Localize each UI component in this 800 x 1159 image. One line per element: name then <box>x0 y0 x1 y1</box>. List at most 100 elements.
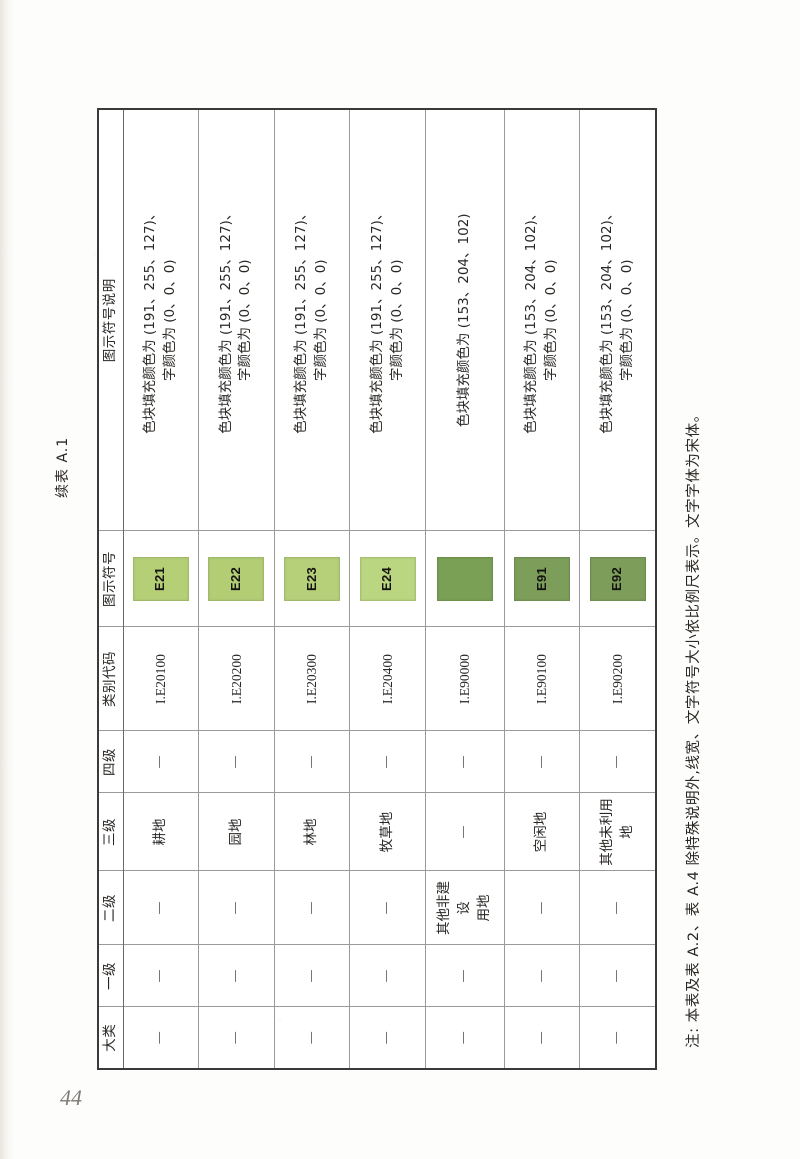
cell-dalei: — <box>198 1007 275 1069</box>
col-header-erji: 二级 <box>98 871 124 945</box>
cell-erji: — <box>504 871 580 945</box>
cell-erji: — <box>579 871 656 945</box>
cell-category-code: I.E20300 <box>274 627 350 731</box>
table-row: — — 其他非建设 用地 — — I.E90000 色块填充颜色为 (153、204、102) <box>425 109 505 1069</box>
cell-erji: — <box>123 871 199 945</box>
table-body: — — — 耕地 — I.E20100 E21 色块填充颜色为 (191、255、127)、字… <box>123 109 656 1069</box>
cell-sanji: 空闲地 <box>504 793 580 871</box>
cell-symbol <box>425 531 505 627</box>
cell-dalei: — <box>579 1007 656 1069</box>
description-line-fill-color: 色块填充颜色为 (191、255、127)、 <box>217 206 234 434</box>
description-line-text-color: 字颜色为 (0、0、0) <box>542 259 559 382</box>
col-header-category-code: 类别代码 <box>98 627 124 731</box>
description-line-text-color: 字颜色为 (0、0、0) <box>161 259 178 382</box>
cell-sanji: 其他未利用地 <box>579 793 656 871</box>
cell-symbol-description: 色块填充颜色为 (191、255、127)、 字颜色为 (0、0、0) <box>349 109 426 531</box>
cell-siji: — <box>123 731 199 793</box>
symbol-color-swatch: E21 <box>132 557 189 601</box>
description-line-fill-color: 色块填充颜色为 (153、204、102) <box>455 213 472 428</box>
symbol-code-label: E21 <box>152 566 168 592</box>
table-row: — — — 林地 — I.E20300 E23 色块填充颜色为 (191、255、127)、字… <box>274 109 350 1069</box>
cell-erji: — <box>198 871 275 945</box>
cell-erji: 其他非建设 用地 <box>425 871 505 945</box>
cell-siji: — <box>579 731 656 793</box>
table-row: — — — 空闲地 — I.E90100 E91 色块填充颜色为 (153、204、102)、… <box>504 109 580 1069</box>
symbol-code-label: E24 <box>379 566 395 592</box>
cell-yiji: — <box>579 945 656 1007</box>
page-left-edge-shadow <box>0 0 14 1159</box>
cell-yiji: — <box>123 945 199 1007</box>
cell-symbol-description: 色块填充颜色为 (153、204、102)、 字颜色为 (0、0、0) <box>504 109 580 531</box>
col-header-yiji: 一级 <box>98 945 124 1007</box>
description-line-fill-color: 色块填充颜色为 (191、255、127)、 <box>142 206 159 434</box>
cell-yiji: — <box>349 945 426 1007</box>
cell-symbol-description: 色块填充颜色为 (191、255、127)、 字颜色为 (0、0、0) <box>198 109 275 531</box>
cell-dalei: — <box>504 1007 580 1069</box>
cell-erji: — <box>274 871 350 945</box>
land-use-symbol-table: 大类 一级 二级 三级 四级 类别代码 图示符号 图示符号说明 — — — 耕地 — I.… <box>97 108 657 1070</box>
cell-category-code: I.E90000 <box>425 627 505 731</box>
description-line-fill-color: 色块填充颜色为 (153、204、102)、 <box>523 206 540 434</box>
cell-symbol-description: 色块填充颜色为 (153、204、102)、 字颜色为 (0、0、0) <box>579 109 656 531</box>
cell-symbol: E21 <box>123 531 199 627</box>
cell-symbol: E24 <box>349 531 426 627</box>
description-line-text-color: 字颜色为 (0、0、0) <box>237 259 254 382</box>
cell-siji: — <box>349 731 426 793</box>
description-line-fill-color: 色块填充颜色为 (153、204、102)、 <box>599 206 616 434</box>
rotated-table-stage: 大类 一级 二级 三级 四级 类别代码 图示符号 图示符号说明 — — — 耕地 — I.… <box>97 108 657 1070</box>
cell-yiji: — <box>198 945 275 1007</box>
cell-sanji: — <box>425 793 505 871</box>
symbol-code-label: E92 <box>609 566 625 592</box>
cell-dalei: — <box>349 1007 426 1069</box>
table-continuation-caption: 续表 A.1 <box>55 436 71 498</box>
cell-dalei: — <box>123 1007 199 1069</box>
cell-category-code: I.E20200 <box>198 627 275 731</box>
col-header-dalei: 大类 <box>98 1007 124 1069</box>
symbol-color-swatch: E92 <box>589 557 646 601</box>
description-line-fill-color: 色块填充颜色为 (191、255、127)、 <box>293 206 310 434</box>
cell-siji: — <box>274 731 350 793</box>
symbol-code-label: E22 <box>227 566 243 592</box>
cell-siji: — <box>425 731 505 793</box>
cell-category-code: I.E90100 <box>504 627 580 731</box>
cell-category-code: I.E20100 <box>123 627 199 731</box>
col-header-symbol: 图示符号 <box>98 531 124 627</box>
description-line-text-color: 字颜色为 (0、0、0) <box>312 259 329 382</box>
symbol-color-swatch: E24 <box>359 557 416 601</box>
cell-symbol: E23 <box>274 531 350 627</box>
col-header-sanji: 三级 <box>98 793 124 871</box>
description-line-fill-color: 色块填充颜色为 (191、255、127)、 <box>368 206 385 434</box>
description-line-text-color: 字颜色为 (0、0、0) <box>618 259 635 382</box>
cell-sanji: 牧草地 <box>349 793 426 871</box>
col-header-siji: 四级 <box>98 731 124 793</box>
table-row: — — — 耕地 — I.E20100 E21 色块填充颜色为 (191、255、127)、字… <box>123 109 199 1069</box>
cell-category-code: I.E90200 <box>579 627 656 731</box>
cell-symbol-description: 色块填充颜色为 (191、255、127)、 字颜色为 (0、0、0) <box>123 109 199 531</box>
cell-dalei: — <box>425 1007 505 1069</box>
symbol-color-swatch: E22 <box>208 557 265 601</box>
cell-symbol: E22 <box>198 531 275 627</box>
table-row: — — — 园地 — I.E20200 E22 色块填充颜色为 (191、255、127)、字… <box>198 109 275 1069</box>
cell-symbol-description: 色块填充颜色为 (191、255、127)、 字颜色为 (0、0、0) <box>274 109 350 531</box>
cell-sanji: 林地 <box>274 793 350 871</box>
description-line-text-color: 字颜色为 (0、0、0) <box>388 259 405 382</box>
page-number: 44 <box>60 1085 82 1110</box>
symbol-color-swatch: E91 <box>513 557 570 601</box>
symbol-code-label: E23 <box>303 566 319 592</box>
cell-sanji: 耕地 <box>123 793 199 871</box>
cell-siji: — <box>198 731 275 793</box>
table-row: — — — 其他未利用地 — I.E90200 E92 色块填充颜色为 (153、204、10… <box>579 109 656 1069</box>
cell-yiji: — <box>274 945 350 1007</box>
cell-dalei: — <box>274 1007 350 1069</box>
table-header-row: 大类 一级 二级 三级 四级 类别代码 图示符号 图示符号说明 <box>98 109 124 1069</box>
cell-siji: — <box>504 731 580 793</box>
cell-symbol: E91 <box>504 531 580 627</box>
col-header-symbol-description: 图示符号说明 <box>98 109 124 531</box>
symbol-color-swatch: E23 <box>283 557 340 601</box>
cell-sanji: 园地 <box>198 793 275 871</box>
symbol-color-swatch <box>436 557 493 601</box>
cell-symbol: E92 <box>579 531 656 627</box>
symbol-code-label: E91 <box>533 566 549 592</box>
table-note: 注: 本表及表 A.2、表 A.4 除特殊说明外,线宽、文字符号大小依比例尺表示… <box>686 407 702 1048</box>
